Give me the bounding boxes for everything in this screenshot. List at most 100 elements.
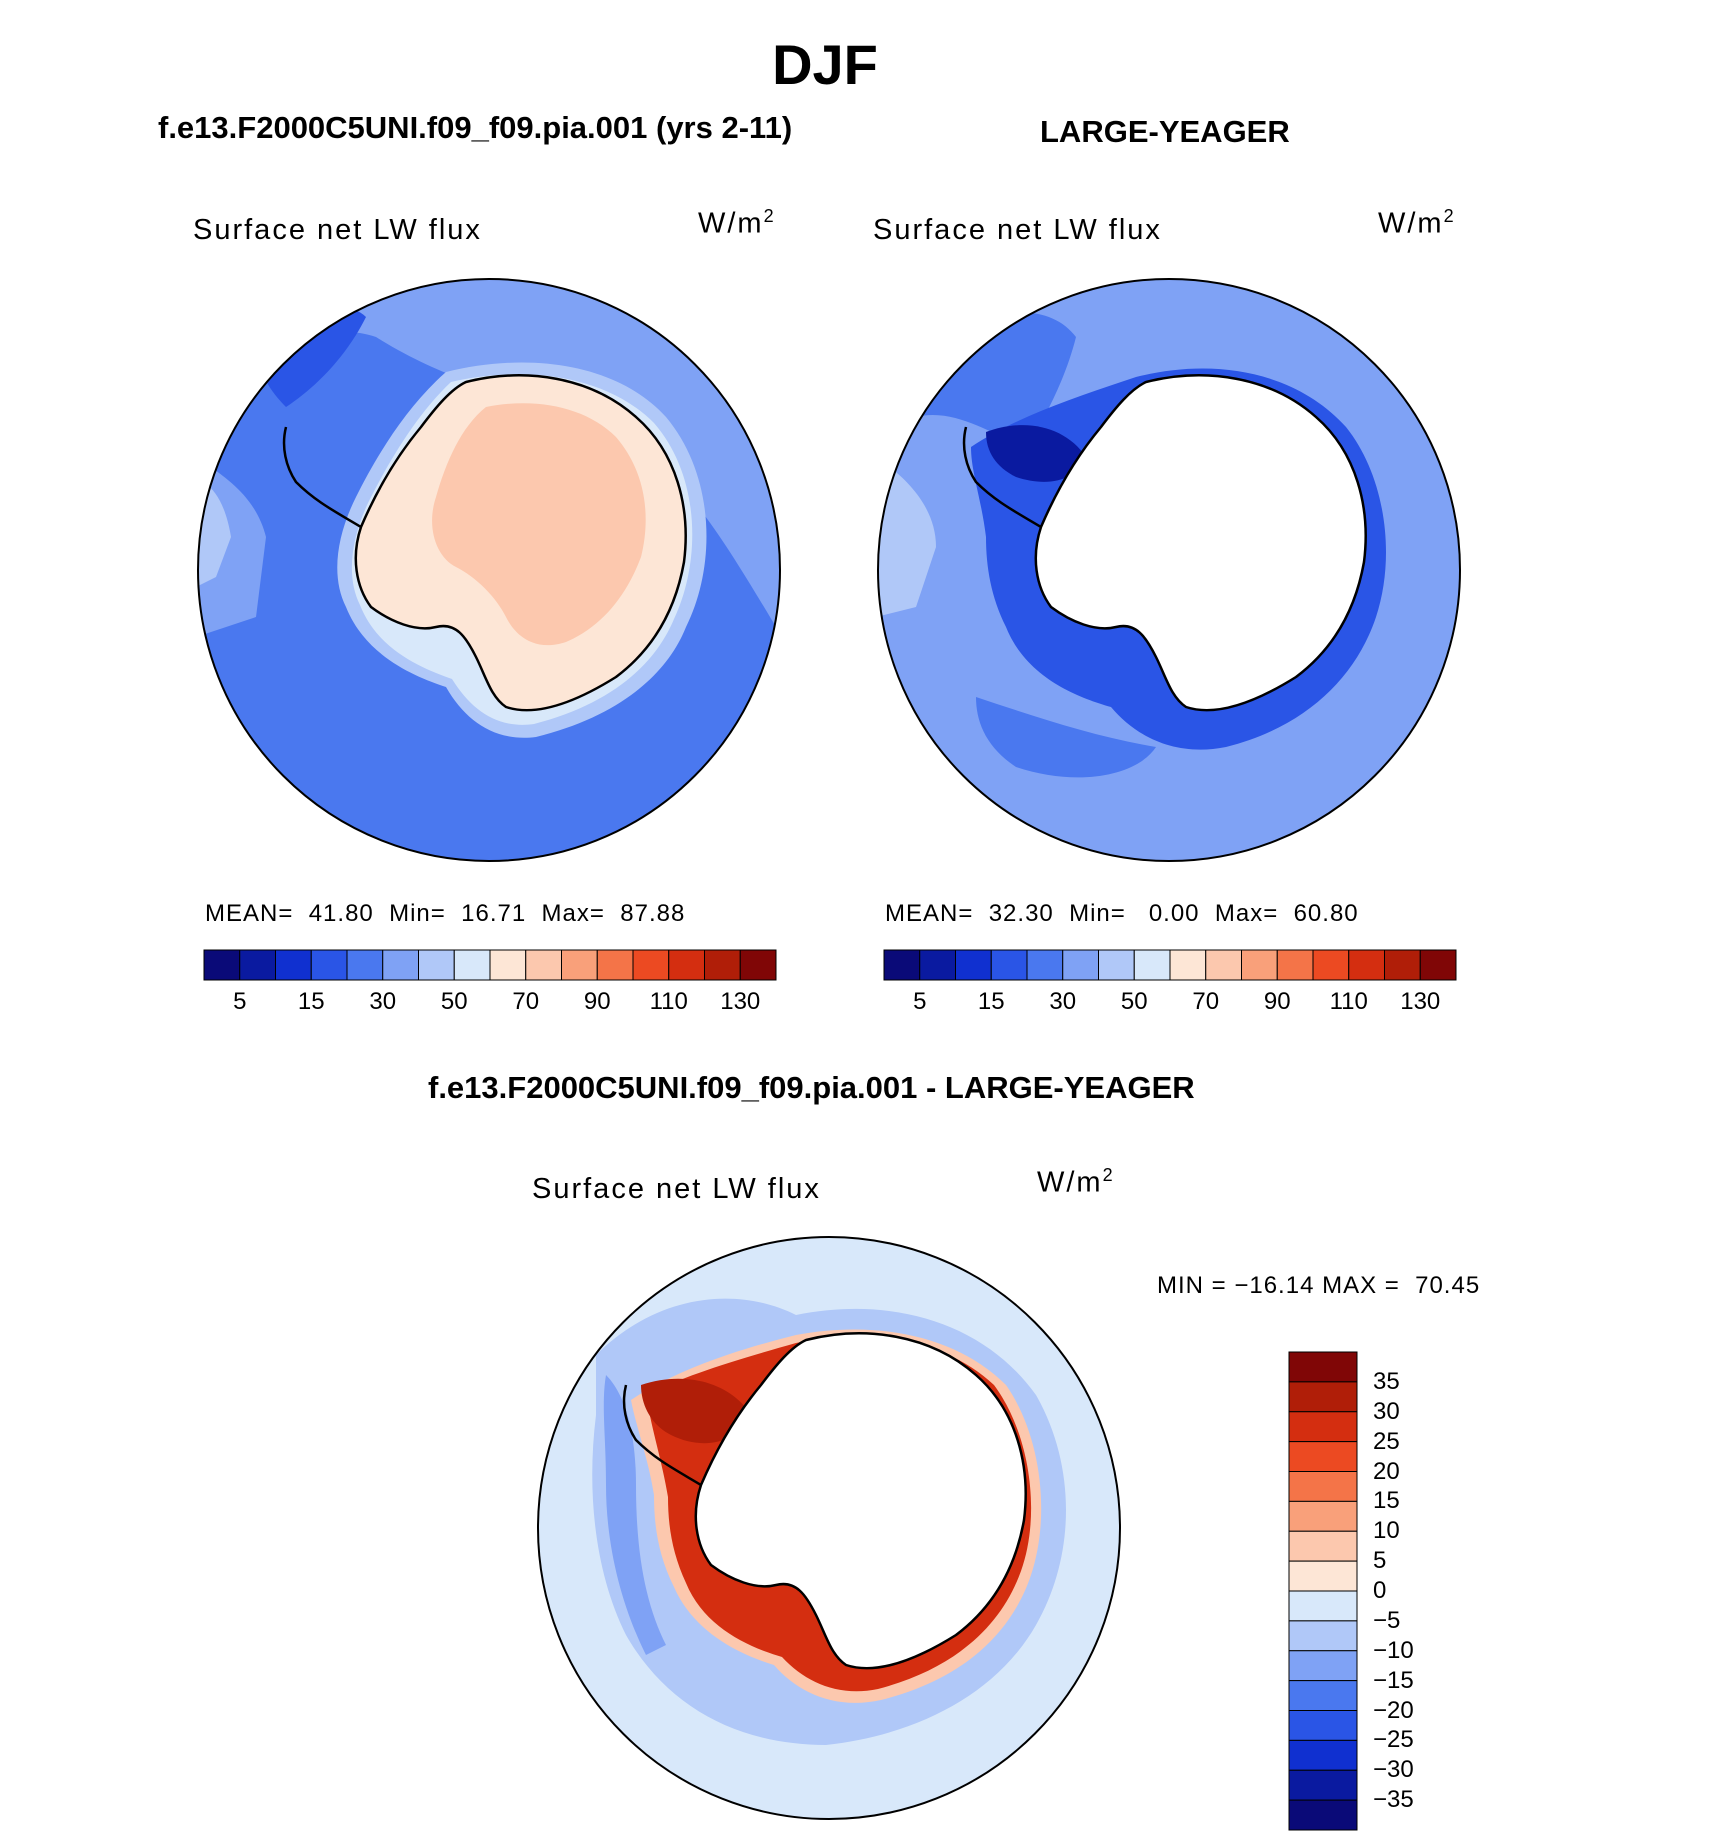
colorbar-swatch <box>632 949 670 981</box>
colorbar-swatch <box>346 949 384 981</box>
colorbar-swatch <box>1288 1590 1358 1622</box>
colorbar-tick-label: 15 <box>977 988 1005 1015</box>
colorbar-swatch <box>525 949 562 981</box>
colorbar-tick-label: 5 <box>913 988 927 1015</box>
colorbar-swatch <box>1062 949 1099 981</box>
colorbar-swatch <box>489 949 527 981</box>
colorbar-swatch <box>382 949 419 981</box>
colorbar-tick-label: 30 <box>1373 1397 1400 1425</box>
panel-2-stats: MEAN= 32.30 Min= 0.00 Max= 60.80 <box>885 900 1359 927</box>
colorbar-swatch <box>310 949 348 981</box>
panel-2-variable: Surface net LW flux <box>873 214 1162 246</box>
colorbar-tick-label: 50 <box>440 988 468 1015</box>
panel-3-dark-patch <box>641 1378 751 1444</box>
colorbar-swatch <box>1288 1769 1358 1801</box>
panel-3-peninsula <box>622 1384 702 1487</box>
colorbar-swatch <box>1419 949 1457 981</box>
panel-3-colorbar <box>1288 1351 1358 1831</box>
panel-3-left-stripe <box>603 1375 666 1655</box>
colorbar-swatch <box>1133 949 1171 981</box>
colorbar-swatch <box>1288 1530 1358 1562</box>
colorbar-tick-label: 35 <box>1373 1367 1400 1395</box>
colorbar-swatch <box>1288 1650 1358 1682</box>
colorbar-swatch <box>418 949 455 981</box>
colorbar-swatch <box>1169 949 1207 981</box>
colorbar-tick-label: 110 <box>649 988 688 1015</box>
colorbar-tick-label: 30 <box>1049 988 1077 1015</box>
panel-3-colorbar-ticks: 35 30 25 20 15 10 5 0 −5 −10 −15 −20 −25 −30 −35 <box>1373 1352 1453 1830</box>
panel-1-map <box>197 278 781 862</box>
colorbar-tick-label: 25 <box>1373 1427 1400 1455</box>
colorbar-swatch <box>1026 949 1064 981</box>
colorbar-swatch <box>1288 1471 1358 1502</box>
panel-2-units: W/m2 <box>1378 206 1456 240</box>
colorbar-swatch <box>739 949 777 981</box>
colorbar-tick-label: 0 <box>1373 1577 1387 1604</box>
panel-2-left-light <box>878 457 936 617</box>
colorbar-tick-label: 10 <box>1373 1517 1400 1545</box>
panel-3-title: f.e13.F2000C5UNI.f09_f09.pia.001 - LARGE… <box>428 1070 1195 1105</box>
colorbar-tick-label: 110 <box>1329 988 1368 1015</box>
colorbar-tick-label: −35 <box>1373 1786 1414 1814</box>
colorbar-swatch <box>1288 1441 1358 1472</box>
colorbar-swatch <box>1276 949 1314 981</box>
colorbar-swatch <box>1288 1411 1358 1443</box>
colorbar-swatch <box>955 949 992 981</box>
colorbar-swatch <box>1288 1500 1358 1532</box>
panel-3-map <box>537 1236 1121 1820</box>
colorbar-swatch <box>883 949 921 981</box>
colorbar-swatch <box>1348 949 1385 981</box>
panel-3-antarctica <box>694 1332 1027 1670</box>
colorbar-tick-label: 90 <box>1263 988 1291 1015</box>
colorbar-swatch <box>1241 949 1278 981</box>
colorbar-swatch <box>1288 1680 1358 1711</box>
panel-2-peninsula <box>962 426 1042 529</box>
colorbar-swatch <box>561 949 598 981</box>
colorbar-swatch <box>1288 1351 1358 1383</box>
colorbar-swatch <box>990 949 1028 981</box>
panel-1-units: W/m2 <box>698 206 776 240</box>
colorbar-tick-label: 30 <box>369 988 397 1015</box>
colorbar-tick-label: −10 <box>1373 1636 1414 1664</box>
colorbar-tick-label: −25 <box>1373 1726 1414 1754</box>
colorbar-tick-label: −15 <box>1373 1666 1414 1694</box>
panel-2-map <box>877 278 1461 862</box>
colorbar-swatch <box>1288 1381 1358 1413</box>
colorbar-swatch <box>919 949 956 981</box>
panel-1-title: f.e13.F2000C5UNI.f09_f09.pia.001 (yrs 2-… <box>158 110 793 145</box>
colorbar-swatch <box>1384 949 1421 981</box>
colorbar-swatch <box>1312 949 1350 981</box>
colorbar-swatch <box>1098 949 1135 981</box>
panel-1-variable: Surface net LW flux <box>193 214 482 246</box>
colorbar-tick-label: 50 <box>1120 988 1148 1015</box>
panel-2-antarctica <box>1034 374 1367 712</box>
colorbar-tick-label: −30 <box>1373 1756 1414 1784</box>
panel-1-land-shade <box>432 403 646 646</box>
colorbar-tick-label: 70 <box>512 988 540 1015</box>
panel-1-stats: MEAN= 41.80 Min= 16.71 Max= 87.88 <box>205 900 686 927</box>
panel-1-ocean-band <box>198 279 780 637</box>
colorbar-swatch <box>1288 1739 1358 1771</box>
colorbar-swatch <box>239 949 276 981</box>
colorbar-swatch <box>1288 1620 1358 1652</box>
panel-2-title: LARGE-YEAGER <box>1040 114 1290 149</box>
colorbar-swatch <box>596 949 634 981</box>
colorbar-swatch <box>668 949 705 981</box>
panel-3-units: W/m2 <box>1037 1165 1115 1199</box>
page-title: DJF <box>772 33 878 96</box>
colorbar-tick-label: 130 <box>1400 988 1441 1015</box>
panel-2-bottom-blue <box>976 697 1156 778</box>
colorbar-swatch <box>275 949 312 981</box>
colorbar-swatch <box>453 949 491 981</box>
panel-3-stats: MIN = −16.14 MAX = 70.45 <box>1157 1272 1481 1299</box>
colorbar-tick-label: 5 <box>233 988 247 1015</box>
panel-2-dark-patch <box>986 425 1086 482</box>
colorbar-swatch <box>1288 1799 1358 1831</box>
panel-1-colorbar-ticks: 5 15 30 50 70 90 110 130 <box>204 988 776 1018</box>
colorbar-tick-label: −5 <box>1373 1606 1401 1634</box>
colorbar-swatch <box>704 949 741 981</box>
colorbar-tick-label: −20 <box>1373 1696 1414 1724</box>
colorbar-swatch <box>203 949 241 981</box>
colorbar-tick-label: 90 <box>583 988 611 1015</box>
panel-1-colorbar <box>203 949 777 981</box>
